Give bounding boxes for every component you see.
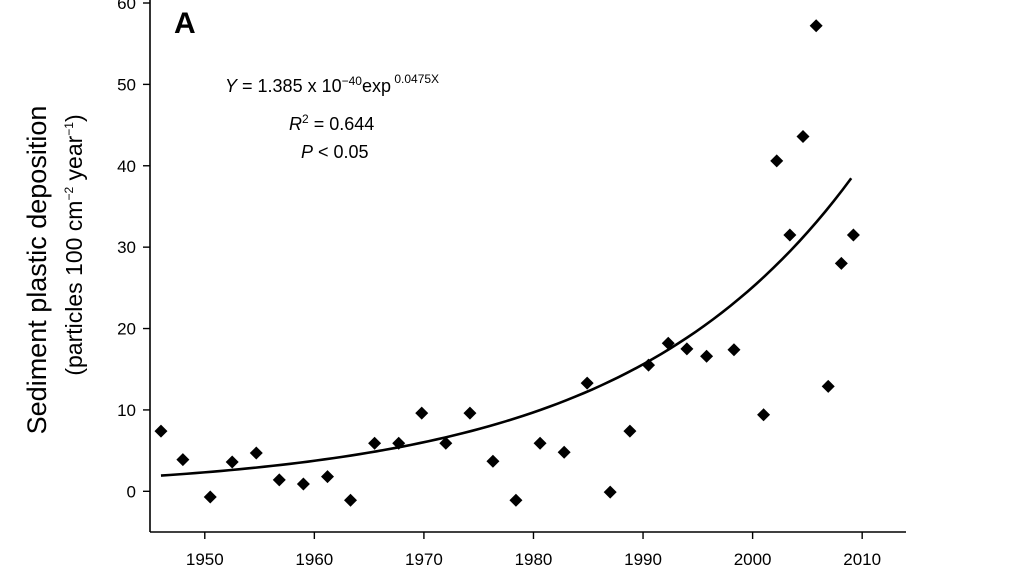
data-point — [603, 485, 617, 499]
data-point — [533, 436, 547, 450]
x-axis-ticks: 1950 1960 1970 1980 1990 2000 2010 — [186, 532, 881, 569]
data-point — [368, 436, 382, 450]
x-tick-label: 2010 — [843, 550, 881, 569]
p-value-label: P < 0.05 — [301, 142, 369, 162]
data-point — [680, 342, 694, 356]
exponential-fit-curve — [160, 177, 853, 477]
y-axis-units: (particles 100 cm−2 year−1) — [61, 114, 87, 375]
data-point — [320, 470, 334, 484]
data-points — [154, 19, 860, 507]
data-point — [846, 228, 860, 242]
data-point — [783, 228, 797, 242]
data-point — [557, 445, 571, 459]
data-point — [757, 408, 771, 422]
data-point — [661, 336, 675, 350]
data-point — [727, 343, 741, 357]
data-point — [154, 424, 168, 438]
data-point — [821, 379, 835, 393]
y-tick-label: 50 — [117, 75, 136, 94]
data-point — [834, 256, 848, 270]
data-point — [439, 436, 453, 450]
data-point — [770, 154, 784, 168]
x-tick-label: 1960 — [295, 550, 333, 569]
y-tick-label: 20 — [117, 320, 136, 339]
data-point — [249, 446, 263, 460]
y-tick-label: 40 — [117, 157, 136, 176]
data-point — [225, 455, 239, 469]
data-point — [272, 473, 286, 487]
x-tick-label: 1950 — [186, 550, 224, 569]
data-point — [344, 493, 358, 507]
data-point — [415, 406, 429, 420]
y-axis-ticks: 0 10 20 30 40 50 60 — [117, 0, 150, 501]
data-point — [296, 477, 310, 491]
data-point — [623, 424, 637, 438]
data-point — [176, 453, 190, 467]
y-axis-title: Sediment plastic deposition — [22, 106, 52, 435]
data-point — [809, 19, 823, 33]
r-squared-label: R2 = 0.644 — [289, 112, 374, 134]
data-point — [463, 406, 477, 420]
data-point — [796, 129, 810, 143]
data-point — [203, 490, 217, 504]
x-tick-label: 1980 — [515, 550, 553, 569]
data-point — [580, 376, 594, 390]
data-point — [700, 349, 714, 363]
y-tick-label: 10 — [117, 401, 136, 420]
y-tick-label: 60 — [117, 0, 136, 13]
panel-label: A — [174, 7, 196, 40]
x-tick-label: 1970 — [405, 550, 443, 569]
x-tick-label: 2000 — [734, 550, 772, 569]
y-tick-label: 0 — [127, 482, 136, 501]
data-point — [392, 436, 406, 450]
x-tick-label: 1990 — [624, 550, 662, 569]
data-point — [642, 358, 656, 372]
data-point — [509, 493, 523, 507]
y-tick-label: 30 — [117, 238, 136, 257]
fit-equation: Y = 1.385 x 10−40exp 0.0475X — [225, 72, 439, 96]
data-point — [486, 454, 500, 468]
